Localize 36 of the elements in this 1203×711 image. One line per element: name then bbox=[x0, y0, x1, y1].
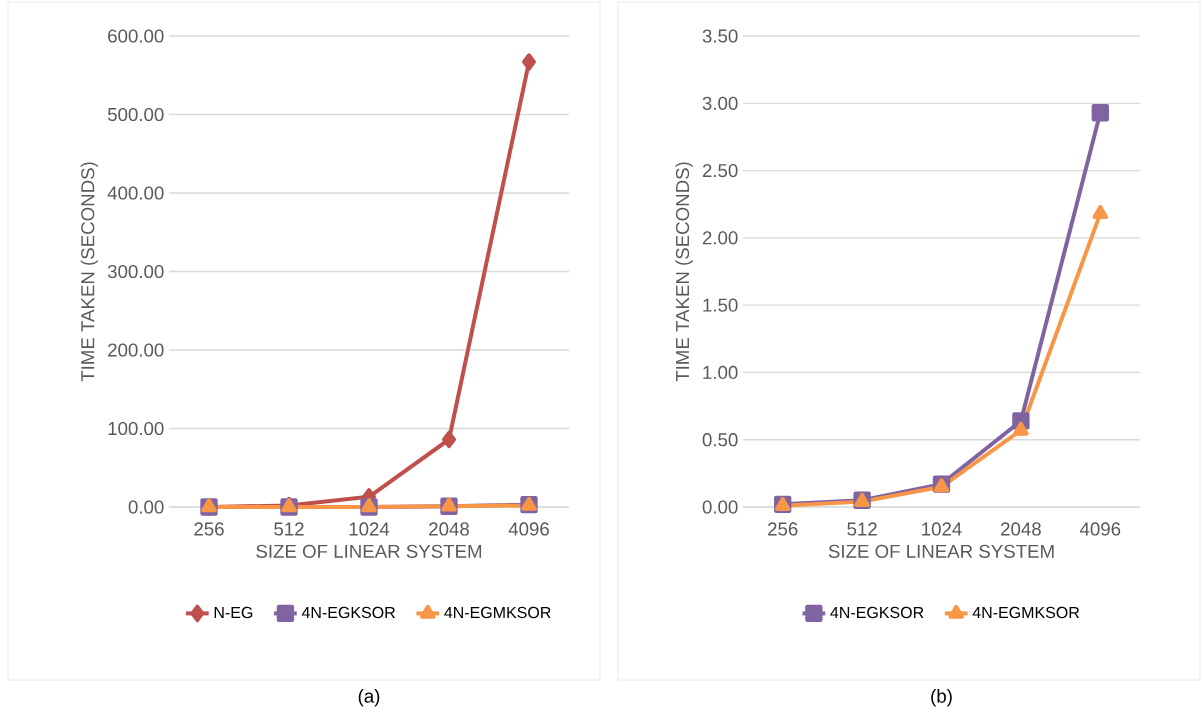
x-axis-title: SIZE OF LINEAR SYSTEM bbox=[256, 544, 482, 558]
y-tick-label: 0.00 bbox=[128, 500, 164, 514]
x-tick-label: 2048 bbox=[1001, 522, 1041, 536]
x-tick-label: 512 bbox=[847, 522, 877, 536]
text: (a) bbox=[358, 689, 380, 707]
x-tick-label: 1024 bbox=[349, 522, 390, 536]
y-tick-label: 0.00 bbox=[702, 500, 738, 514]
x-tick-label: 256 bbox=[194, 522, 224, 536]
y-tick-label: 400.00 bbox=[107, 186, 164, 200]
y-tick-label: 300.00 bbox=[107, 264, 164, 279]
legend-label: 4N-EGKSOR bbox=[830, 606, 924, 619]
y-tick-label: 500.00 bbox=[107, 107, 164, 122]
text: (b) bbox=[931, 689, 952, 707]
y-tick-label: 3.50 bbox=[702, 29, 738, 43]
y-tick-label: 600.00 bbox=[108, 29, 164, 43]
x-tick-label: 1024 bbox=[922, 522, 962, 536]
x-tick-label: 512 bbox=[274, 522, 304, 536]
x-tick-label: 4096 bbox=[1079, 522, 1121, 536]
y-axis-title: TIME TAKEN (SECONDS) bbox=[675, 162, 693, 382]
legend-label: 4N-EGMKSOR bbox=[972, 606, 1080, 619]
y-tick-label: 1.00 bbox=[703, 365, 738, 380]
y-tick-label: 2.00 bbox=[702, 231, 738, 245]
y-tick-label: 2.50 bbox=[702, 163, 738, 178]
x-tick-label: 4096 bbox=[508, 522, 549, 536]
y-tick-label: 1.50 bbox=[703, 298, 738, 312]
y-tick-label: 100.00 bbox=[108, 421, 164, 436]
y-tick-label: 3.00 bbox=[702, 96, 738, 110]
legend-label: 4N-EGKSOR bbox=[301, 606, 395, 619]
legend-label: N-EG bbox=[214, 606, 253, 619]
x-tick-label: 2048 bbox=[429, 522, 469, 536]
y-tick-label: 0.50 bbox=[702, 433, 738, 447]
y-tick-label: 200.00 bbox=[108, 343, 164, 357]
y-axis-title: TIME TAKEN (SECONDS) bbox=[80, 162, 99, 382]
x-axis-title: SIZE OF LINEAR SYSTEM bbox=[828, 544, 1054, 558]
x-tick-label: 256 bbox=[768, 522, 798, 536]
legend-label: 4N-EGMKSOR bbox=[444, 606, 551, 619]
